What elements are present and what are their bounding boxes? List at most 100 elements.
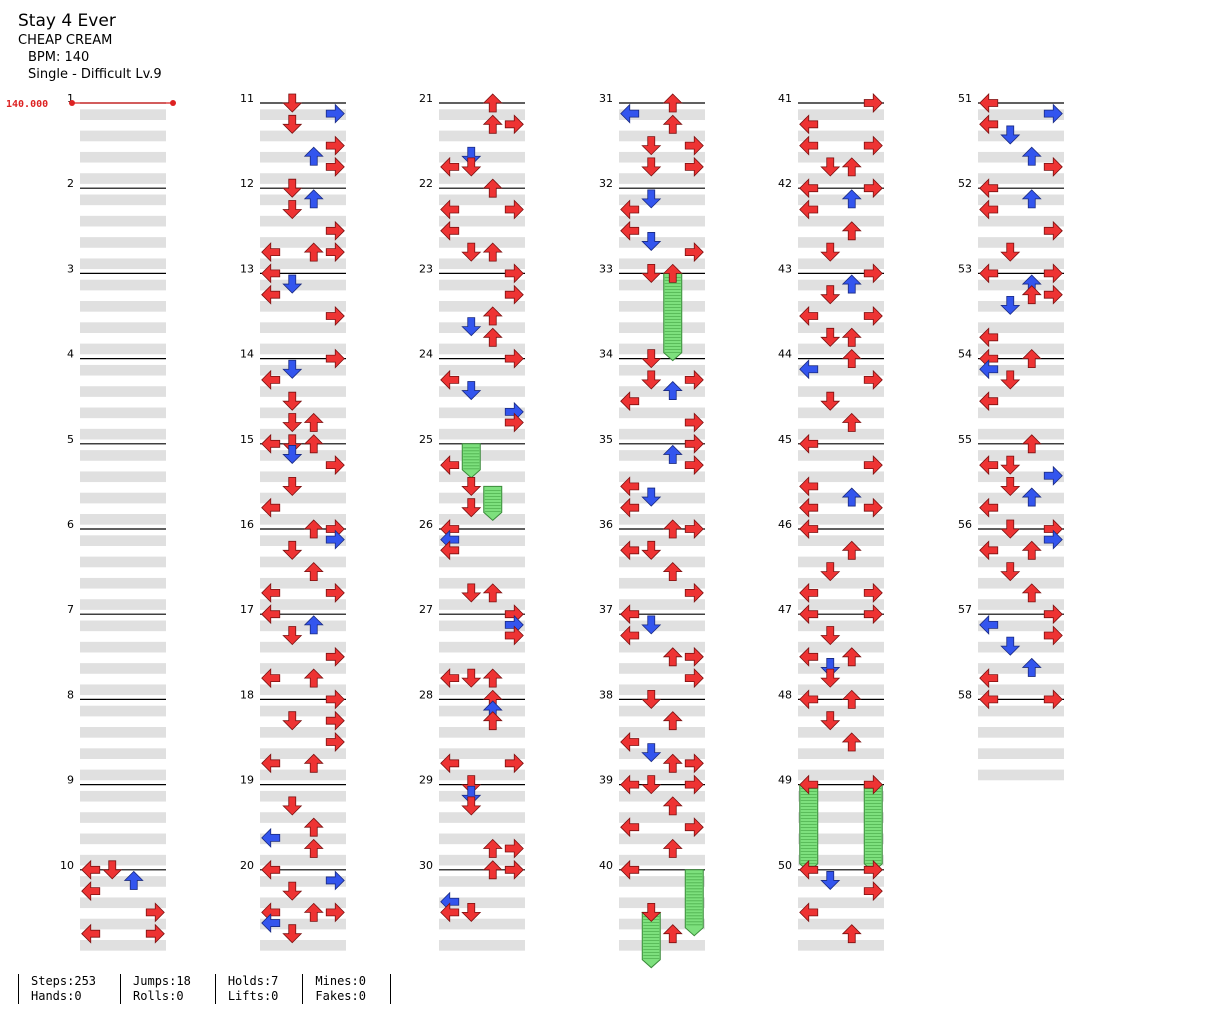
right-arrow-note [863, 774, 883, 795]
measure-number: 19 [240, 774, 254, 787]
beat-band [260, 748, 346, 759]
beat-band [80, 535, 166, 546]
beat-band [439, 918, 525, 930]
up-arrow-note [841, 540, 862, 560]
beat-band [619, 237, 705, 248]
measure-number: 24 [419, 348, 433, 361]
beat-band [798, 727, 884, 738]
measure-number: 8 [67, 688, 74, 701]
left-arrow-note [261, 859, 281, 880]
beat-band [260, 237, 346, 248]
left-arrow-note [261, 433, 281, 454]
beat-band [619, 620, 705, 632]
beat-band [439, 237, 525, 248]
down-arrow-note [282, 445, 303, 465]
left-arrow-note [799, 114, 819, 135]
beat-band [978, 194, 1064, 206]
beat-band [80, 556, 166, 568]
beat-band [619, 769, 705, 781]
beat-band [619, 407, 705, 419]
right-arrow-note [863, 369, 883, 390]
measure-number: 13 [240, 262, 254, 275]
right-arrow-note [504, 625, 524, 646]
beat-band [978, 663, 1064, 674]
right-arrow-note [1043, 689, 1063, 710]
beat-band [978, 748, 1064, 759]
beat-band [439, 854, 525, 866]
up-arrow-note [303, 753, 324, 773]
right-arrow-note [325, 306, 345, 326]
right-arrow-note [1043, 103, 1063, 124]
measure-number: 32 [599, 177, 613, 190]
beat-band [439, 833, 525, 845]
right-arrow-note [325, 710, 345, 731]
beat-band [619, 343, 705, 355]
left-arrow-note [979, 497, 999, 518]
right-arrow-note [1043, 625, 1063, 646]
down-arrow-note [641, 157, 662, 177]
left-arrow-note [620, 732, 640, 752]
right-arrow-note [504, 199, 524, 220]
beat-band [978, 279, 1064, 291]
left-arrow-note [440, 753, 460, 774]
beat-band [798, 514, 884, 525]
beat-band [439, 194, 525, 206]
beat-band [80, 620, 166, 632]
beat-band [439, 301, 525, 312]
left-arrow-note [620, 774, 640, 795]
beat-band [260, 407, 346, 419]
up-arrow-note [303, 817, 324, 837]
stat-hands: Hands:0 [31, 989, 82, 1003]
up-arrow-note [482, 583, 503, 603]
beat-band [439, 471, 525, 483]
beat-band [619, 514, 705, 525]
beat-band [80, 897, 166, 909]
up-arrow-note [662, 838, 683, 858]
up-arrow-note [1021, 434, 1042, 454]
beat-band [80, 130, 166, 142]
right-arrow-note [684, 519, 704, 539]
beat-band [798, 237, 884, 248]
right-arrow-note [1043, 284, 1063, 305]
beat-band [619, 940, 705, 951]
measure-number: 6 [67, 518, 74, 531]
right-arrow-note [863, 455, 883, 476]
beat-band [978, 556, 1064, 568]
up-arrow-note [662, 647, 683, 667]
down-arrow-note [641, 189, 662, 209]
measure-number: 5 [67, 433, 74, 446]
beat-band [619, 876, 705, 887]
beat-band [260, 790, 346, 802]
beat-band [80, 727, 166, 738]
beat-band [619, 322, 705, 333]
beat-band [619, 535, 705, 546]
up-arrow-note [841, 412, 862, 432]
beat-band [80, 854, 166, 866]
down-arrow-note [641, 136, 662, 156]
beat-band [260, 854, 346, 866]
left-arrow-note [261, 913, 281, 934]
up-arrow-note [482, 327, 503, 347]
left-arrow-note [799, 902, 819, 923]
down-arrow-note [820, 327, 841, 347]
beat-band [260, 876, 346, 887]
measure-number: 35 [599, 433, 613, 446]
measure-number: 58 [958, 688, 972, 701]
down-arrow-note [641, 690, 662, 709]
right-arrow-note [504, 753, 524, 774]
beat-band [978, 705, 1064, 717]
up-arrow-note [1021, 285, 1042, 305]
beat-band [80, 492, 166, 504]
beat-band [798, 854, 884, 866]
beat-band [619, 173, 705, 184]
beat-band [619, 428, 705, 440]
beat-band [798, 918, 884, 930]
up-arrow-note [303, 668, 324, 688]
left-arrow-note [799, 476, 819, 497]
beat-band [260, 535, 346, 546]
right-arrow-note [325, 732, 345, 752]
beat-band [619, 812, 705, 823]
beat-band [439, 109, 525, 120]
measure-number: 31 [599, 92, 613, 105]
beat-band [978, 215, 1064, 227]
